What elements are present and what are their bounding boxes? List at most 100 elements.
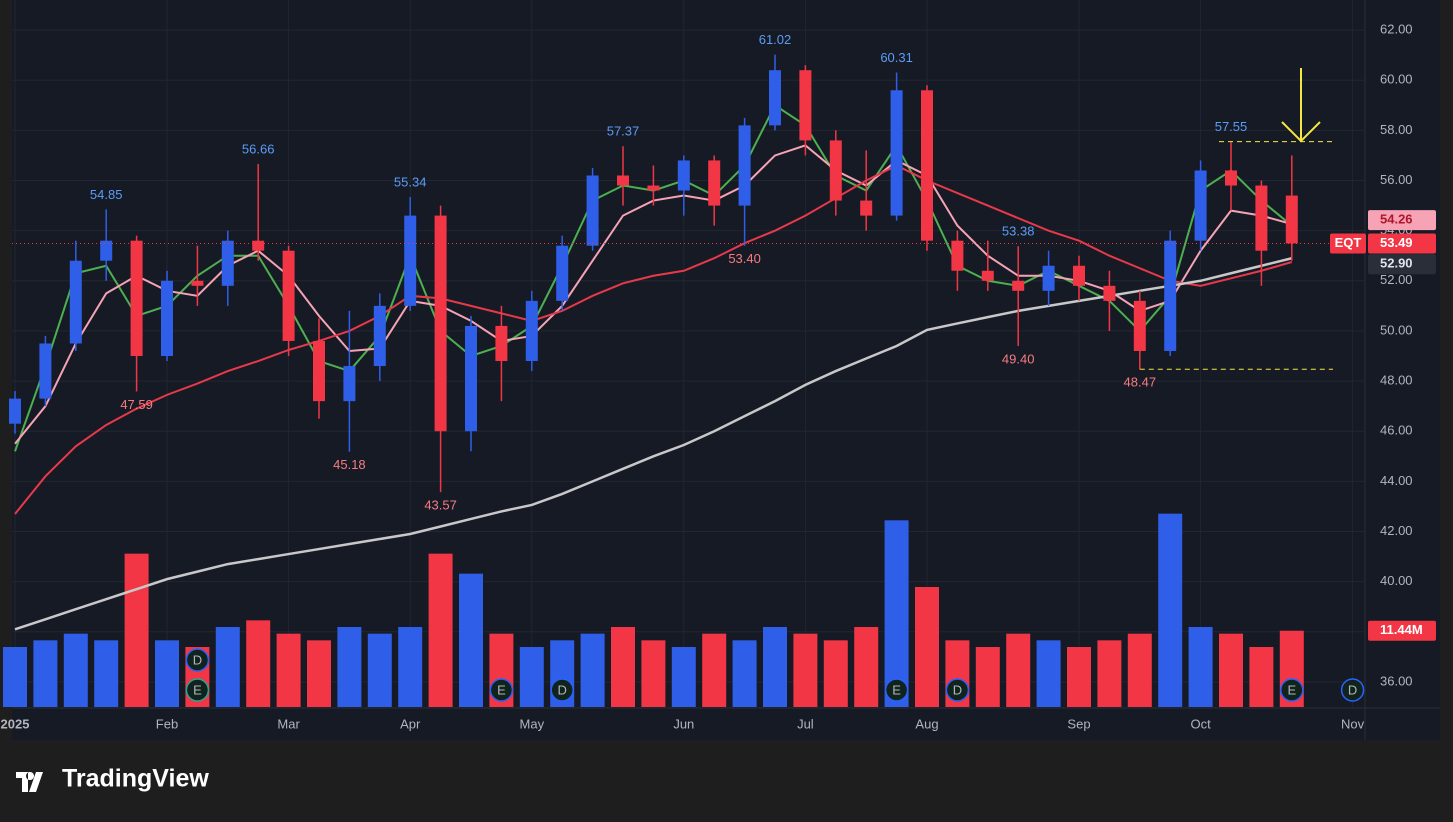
event-label: E <box>1287 682 1296 697</box>
event-marker <box>185 648 210 672</box>
candle-body <box>860 200 873 216</box>
event-marker <box>884 678 909 702</box>
volume-bar <box>671 647 696 707</box>
volume-bar <box>246 620 271 707</box>
candle-body <box>890 90 903 216</box>
x-tick-label: Aug <box>915 716 938 731</box>
volume-bar <box>854 627 879 707</box>
candle-body <box>556 245 569 301</box>
y-tick-label: 36.00 <box>1380 673 1413 688</box>
volume-bar <box>763 627 787 707</box>
y-tick-label: 56.00 <box>1380 172 1413 187</box>
candle-body <box>921 90 933 241</box>
symbol-badge-bg <box>1330 233 1366 254</box>
volume-bar <box>1188 627 1213 707</box>
volume-bar <box>915 587 939 707</box>
candle-body <box>525 300 538 362</box>
candle-body <box>1194 170 1207 241</box>
candle-body <box>829 140 842 201</box>
candle-body <box>404 215 417 306</box>
volume-bar <box>215 627 240 707</box>
volume-bar <box>702 633 727 707</box>
candle-body <box>100 240 113 261</box>
x-tick-label: Nov <box>1341 716 1365 731</box>
candle-body <box>1133 300 1146 351</box>
candle-body <box>343 366 356 402</box>
high-label: 53.38 <box>1002 224 1035 239</box>
volume-bar <box>124 553 149 707</box>
high-label: 60.31 <box>880 50 913 65</box>
candle-body <box>9 398 21 424</box>
event-label: D <box>1348 682 1357 697</box>
candle-body <box>69 260 82 344</box>
volume-bar <box>1067 647 1091 707</box>
candle-body <box>282 250 295 341</box>
candle-body <box>1042 265 1055 291</box>
candle-body <box>799 70 812 141</box>
candle-body <box>951 240 964 271</box>
x-tick-label: Oct <box>1190 716 1211 731</box>
volume-layer <box>3 513 1304 707</box>
volume-bar <box>428 553 453 707</box>
volume-bar <box>307 640 331 707</box>
volume-bar <box>367 633 392 707</box>
y-tick-label: 62.00 <box>1380 22 1413 37</box>
candle-body <box>191 280 204 286</box>
volume-bar <box>641 640 666 707</box>
candle-body <box>39 343 52 399</box>
low-label: 43.57 <box>424 498 457 513</box>
chart-pane <box>12 0 1440 740</box>
x-tick-label: Mar <box>277 716 300 731</box>
event-marker <box>489 678 514 702</box>
y-tick-label: 52.00 <box>1380 272 1413 287</box>
y-tick-label: 60.00 <box>1380 72 1413 87</box>
volume-badge-bg <box>1368 620 1436 641</box>
moving-average <box>14 164 1293 515</box>
candle-body <box>495 325 508 362</box>
ma-badge: 54.26 <box>1380 212 1413 227</box>
event-label: D <box>193 652 202 667</box>
volume-bar <box>732 640 757 707</box>
volume-bar <box>1219 633 1243 707</box>
event-marker <box>945 678 970 702</box>
volume-bar <box>823 640 848 707</box>
low-label: 49.40 <box>1002 351 1035 366</box>
event-label: D <box>558 682 567 697</box>
y-tick-label: 58.00 <box>1380 122 1413 137</box>
x-tick-label: Sep <box>1067 716 1090 731</box>
candle-body <box>1073 265 1085 286</box>
low-label: 45.18 <box>333 457 366 472</box>
candle-body <box>738 125 751 206</box>
candle-body <box>373 305 386 367</box>
event-label: E <box>497 682 506 697</box>
price-badge-bg <box>1368 233 1436 254</box>
high-label: 57.55 <box>1215 119 1248 134</box>
candle-body <box>708 160 721 206</box>
volume-bar <box>33 640 58 707</box>
candle-body <box>1012 280 1025 291</box>
candle-body <box>130 240 143 357</box>
volume-bar <box>1249 647 1274 707</box>
volume-bar <box>611 627 635 707</box>
volume-bar <box>1127 633 1152 707</box>
x-tick-label: 2025 <box>1 716 30 731</box>
high-label: 61.02 <box>759 32 792 47</box>
volume-bar <box>3 647 27 707</box>
candle-body <box>434 215 447 432</box>
low-label: 47.59 <box>120 397 153 412</box>
x-tick-label: Feb <box>156 716 178 731</box>
x-tick-label: Jul <box>797 716 814 731</box>
candle-body <box>677 160 690 191</box>
candle-body <box>252 240 265 251</box>
ma-badge-bg <box>1368 210 1436 231</box>
candle-body <box>313 340 325 402</box>
high-label: 54.85 <box>90 187 123 202</box>
high-label: 55.34 <box>394 174 427 189</box>
volume-bar <box>337 627 362 707</box>
candle-body <box>221 240 234 286</box>
volume-bar <box>975 647 1000 707</box>
volume-badge: 11.44M <box>1380 622 1423 637</box>
volume-bar <box>884 520 909 707</box>
y-tick-label: 46.00 <box>1380 423 1413 438</box>
